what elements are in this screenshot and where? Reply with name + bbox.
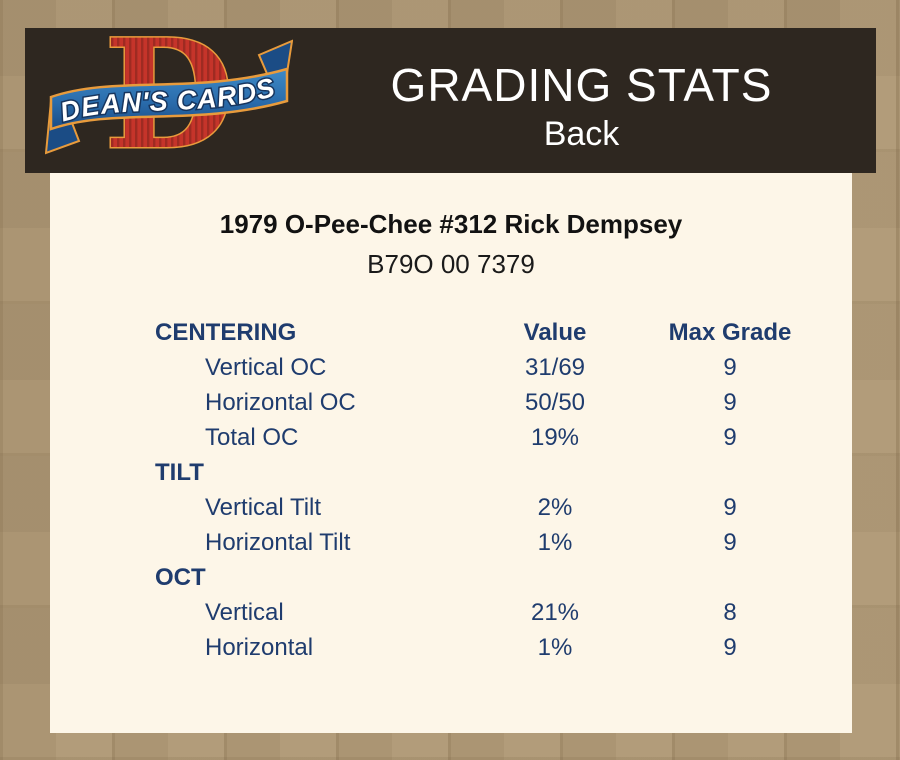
stat-label: Horizontal (205, 633, 314, 661)
table-row: Horizontal OC 50/50 9 (155, 385, 852, 420)
table-row: Horizontal Tilt 1% 9 (155, 525, 852, 560)
stat-max-grade: 9 (723, 423, 737, 451)
stat-max-grade: 9 (723, 353, 737, 381)
header-bar: D DEAN'S CARDS GRADING STATS Back (25, 28, 876, 173)
stat-value: 2% (537, 493, 573, 521)
stat-max-grade: 9 (723, 388, 737, 416)
column-header-value: Value (523, 318, 587, 346)
stat-label: Horizontal OC (205, 388, 356, 416)
ribbon-banner-icon (49, 67, 289, 131)
section-header-row: TILT (155, 455, 852, 490)
page-subtitle: Back (543, 114, 620, 153)
section-name: CENTERING (155, 318, 297, 346)
header-text-block: GRADING STATS Back (287, 28, 876, 173)
stat-label: Vertical OC (205, 353, 327, 381)
stat-label: Total OC (205, 423, 299, 451)
table-row: Vertical Tilt 2% 9 (155, 490, 852, 525)
table-row: Total OC 19% 9 (155, 420, 852, 455)
section-name: TILT (155, 458, 204, 486)
stat-max-grade: 9 (723, 633, 737, 661)
table-row: Vertical OC 31/69 9 (155, 350, 852, 385)
stat-label: Vertical Tilt (205, 493, 322, 521)
stats-panel: 1979 O-Pee-Chee #312 Rick Dempsey B79O 0… (50, 173, 852, 733)
card-serial-number: B79O 00 7379 (367, 249, 535, 279)
card-title: 1979 O-Pee-Chee #312 Rick Dempsey (219, 209, 683, 239)
section-name: OCT (155, 563, 206, 591)
grading-stats-table: CENTERING Value Max Grade Vertical OC 31… (155, 315, 852, 665)
table-row: Vertical 21% 8 (155, 595, 852, 630)
stat-label: Vertical (205, 598, 284, 626)
stat-label: Horizontal Tilt (205, 528, 351, 556)
table-row: Horizontal 1% 9 (155, 630, 852, 665)
section-header-row: OCT (155, 560, 852, 595)
stat-value: 1% (537, 633, 573, 661)
stat-value: 31/69 (524, 353, 586, 381)
table-header-row: CENTERING Value Max Grade (155, 315, 852, 350)
stat-value: 19% (530, 423, 580, 451)
deans-cards-logo[interactable]: D DEAN'S CARDS (45, 31, 293, 169)
stat-max-grade: 9 (723, 493, 737, 521)
stat-value: 21% (530, 598, 580, 626)
page-title: GRADING STATS (390, 58, 773, 111)
stat-max-grade: 8 (723, 598, 737, 626)
column-header-max-grade: Max Grade (668, 318, 792, 346)
stat-value: 50/50 (524, 388, 586, 416)
stat-max-grade: 9 (723, 528, 737, 556)
stat-value: 1% (537, 528, 573, 556)
